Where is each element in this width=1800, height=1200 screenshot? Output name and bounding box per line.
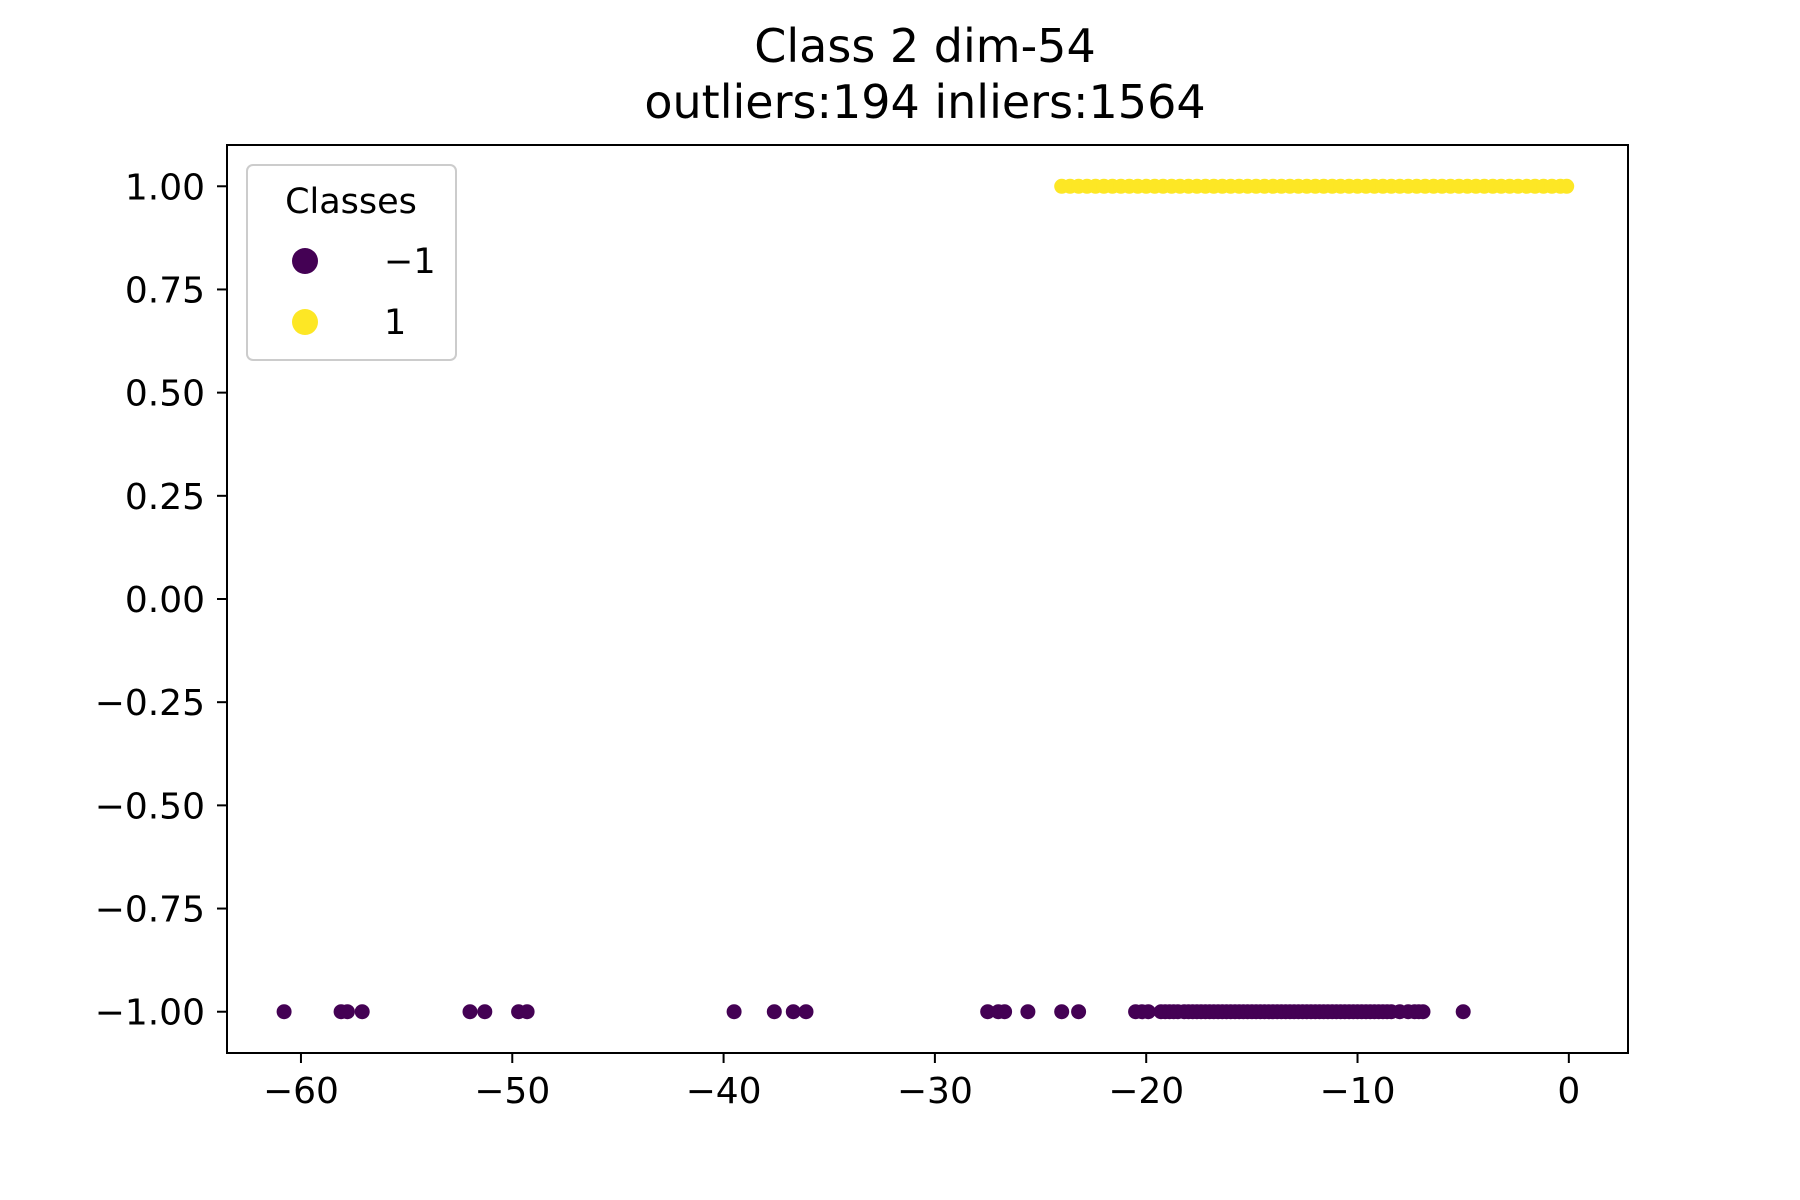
y-tick-label: 1.00 xyxy=(125,167,205,208)
scatter-point-class-minus-one xyxy=(1455,1004,1471,1020)
scatter-points xyxy=(276,178,1575,1020)
scatter-point-class-minus-one xyxy=(1415,1004,1431,1020)
legend: Classes −1 1 xyxy=(246,164,457,361)
plot-area-frame xyxy=(226,144,1629,1054)
x-tick-label: −50 xyxy=(474,1071,550,1112)
scatter-point-class-minus-one xyxy=(519,1004,535,1020)
y-tick-label: 0.00 xyxy=(125,580,205,621)
scatter-point-class-minus-one xyxy=(726,1004,742,1020)
legend-marker-one xyxy=(292,309,318,335)
legend-label-one: 1 xyxy=(384,303,406,343)
scatter-point-class-minus-one xyxy=(997,1004,1013,1020)
scatter-point-class-minus-one xyxy=(1140,1004,1156,1020)
scatter-point-class-minus-one xyxy=(766,1004,782,1020)
x-tick-label: −20 xyxy=(1108,1071,1184,1112)
scatter-point-class-minus-one xyxy=(1020,1004,1036,1020)
scatter-point-class-minus-one xyxy=(1054,1004,1070,1020)
scatter-point-class-minus-one xyxy=(354,1004,370,1020)
y-tick-label: 0.25 xyxy=(125,477,205,518)
x-tick-label: −30 xyxy=(897,1071,973,1112)
legend-marker-minus-one xyxy=(292,248,318,274)
legend-label-minus-one: −1 xyxy=(384,242,436,282)
x-tick-label: 0 xyxy=(1557,1071,1580,1112)
scatter-point-class-minus-one xyxy=(798,1004,814,1020)
y-tick-label: −0.50 xyxy=(95,786,205,827)
x-tick-label: −10 xyxy=(1320,1071,1396,1112)
x-tick-label: −40 xyxy=(686,1071,762,1112)
scatter-point-class-minus-one xyxy=(339,1004,355,1020)
scatter-point-class-one xyxy=(1559,178,1575,194)
chart-title: Class 2 dim-54 xyxy=(754,19,1095,73)
scatter-point-class-minus-one xyxy=(462,1004,478,1020)
y-tick-label: 0.50 xyxy=(125,374,205,415)
axis-ticks: −60 −50 −40 −30 −20 −10 0 1.00 0.75 0.50 0.25 0.00 −… xyxy=(95,167,1581,1112)
y-tick-label: −1.00 xyxy=(95,993,205,1034)
legend-title: Classes xyxy=(285,182,417,222)
y-tick-label: −0.25 xyxy=(95,683,205,724)
scatter-point-class-minus-one xyxy=(477,1004,493,1020)
y-tick-label: 0.75 xyxy=(125,270,205,311)
scatter-point-class-minus-one xyxy=(980,1004,996,1020)
scatter-point-class-minus-one xyxy=(1071,1004,1087,1020)
chart-subtitle: outliers:194 inliers:1564 xyxy=(644,75,1205,129)
scatter-point-class-minus-one xyxy=(276,1004,292,1020)
scatter-point-class-minus-one xyxy=(785,1004,801,1020)
y-tick-label: −0.75 xyxy=(95,890,205,931)
x-tick-label: −60 xyxy=(263,1071,339,1112)
